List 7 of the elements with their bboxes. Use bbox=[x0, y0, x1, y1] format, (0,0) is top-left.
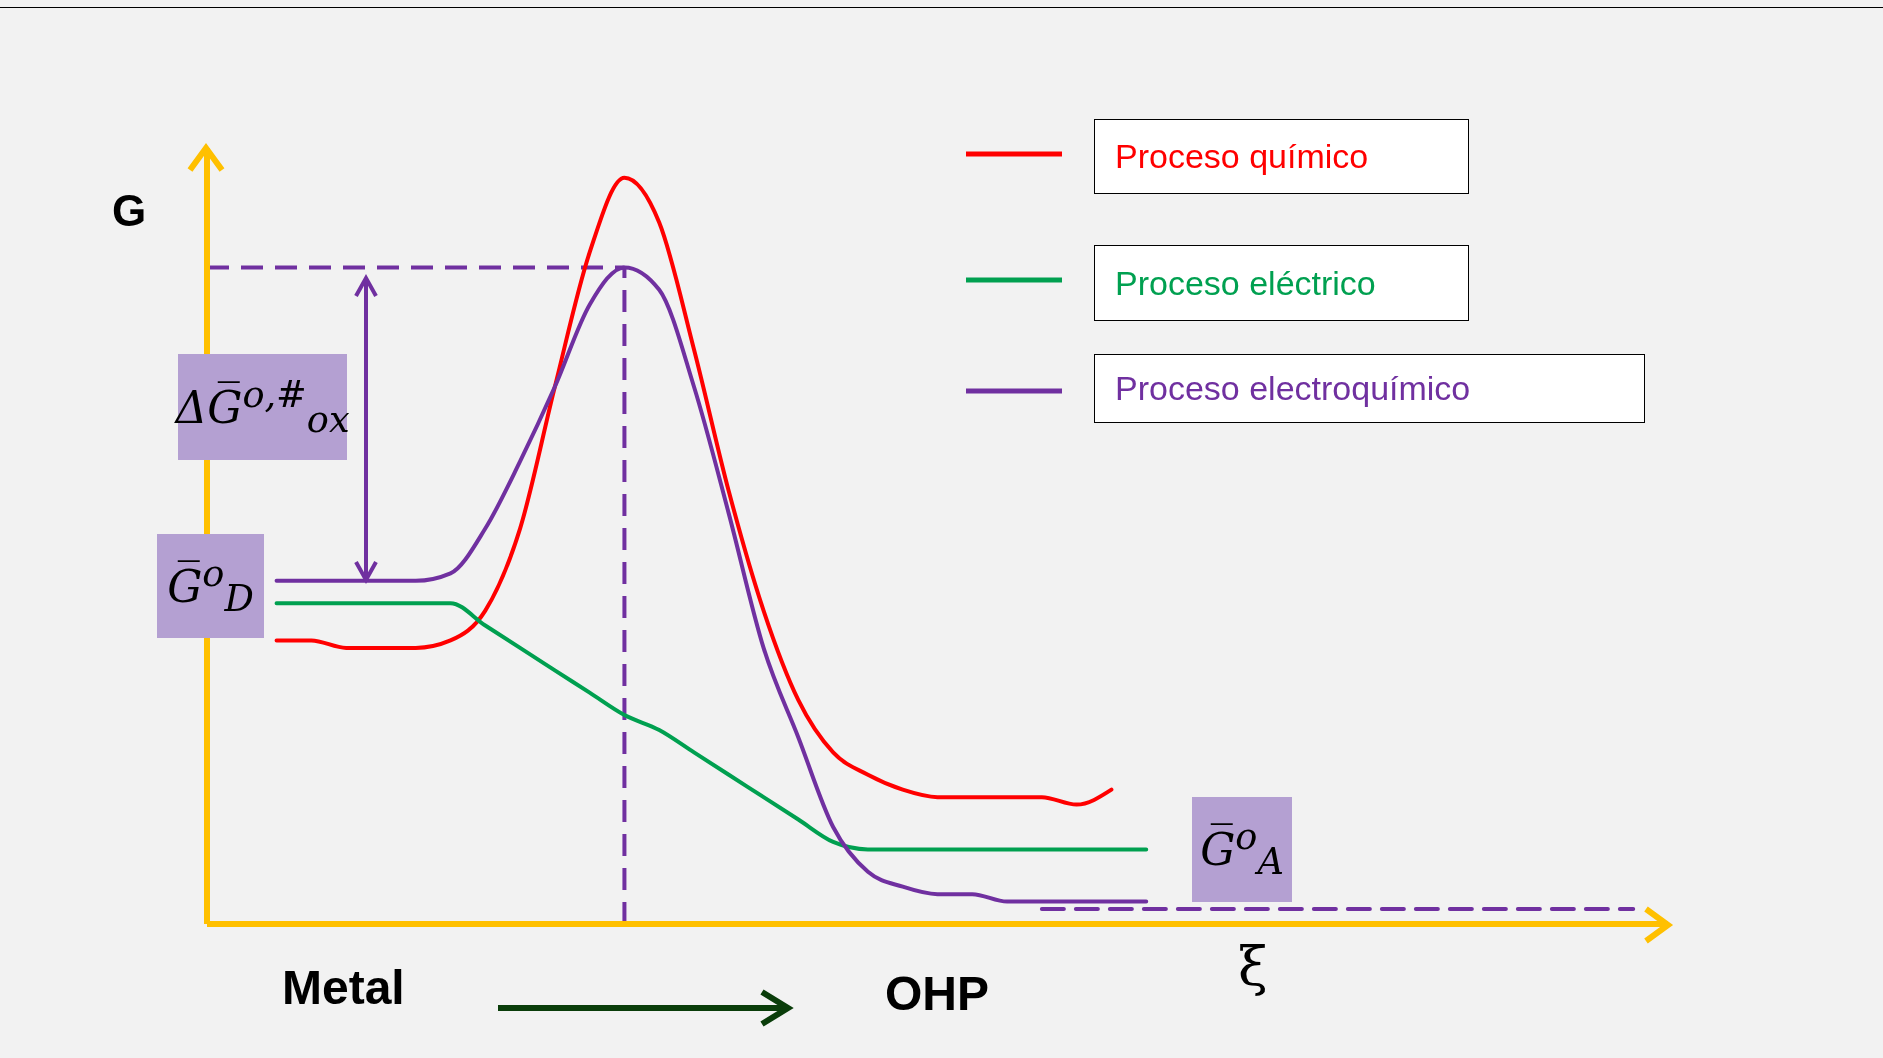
y-axis-title: G bbox=[112, 186, 147, 236]
legend-label-box: Proceso químico bbox=[1094, 119, 1469, 194]
text: Metal bbox=[282, 960, 405, 1015]
legend-label-box: Proceso eléctrico bbox=[1094, 245, 1469, 321]
x-axis-title: ξ bbox=[1238, 935, 1268, 998]
legend-label-box: Proceso electroquímico bbox=[1094, 354, 1645, 423]
text: OHP bbox=[885, 966, 990, 1021]
